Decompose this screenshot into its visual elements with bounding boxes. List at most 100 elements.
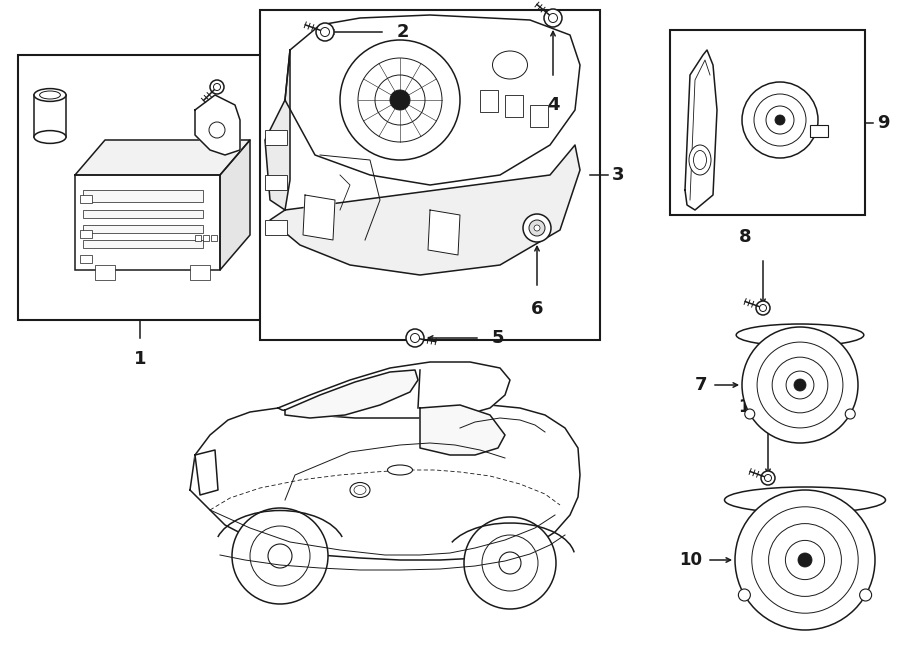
Text: 3: 3 [612,166,625,184]
Ellipse shape [736,324,864,346]
Text: 2: 2 [397,23,410,41]
Polygon shape [190,405,580,560]
Text: 1: 1 [134,350,146,368]
Circle shape [761,471,775,485]
Text: 4: 4 [547,96,559,114]
Polygon shape [195,450,218,495]
Ellipse shape [724,487,886,513]
Ellipse shape [40,91,60,99]
Polygon shape [303,195,335,240]
Text: 7: 7 [695,376,707,394]
Circle shape [742,327,858,443]
Text: 6: 6 [531,300,544,318]
Circle shape [754,94,806,146]
Text: 5: 5 [492,329,505,347]
Bar [75,175,220,270]
Bar [83,240,203,248]
Bar [505,95,523,117]
Circle shape [268,544,292,568]
Bar [83,190,203,202]
Text: 9: 9 [877,114,889,132]
Polygon shape [195,95,240,155]
Bar [34,95,66,137]
Circle shape [375,75,425,125]
Circle shape [860,589,871,601]
Circle shape [406,329,424,347]
Circle shape [250,526,310,586]
Circle shape [482,535,538,591]
Bar [265,220,287,235]
Circle shape [534,225,540,231]
Text: 8: 8 [739,228,752,246]
Ellipse shape [34,131,66,143]
Circle shape [798,553,812,567]
Polygon shape [220,140,250,270]
Bar [80,255,92,263]
Polygon shape [420,405,505,455]
Ellipse shape [354,485,366,494]
Circle shape [410,334,419,342]
Circle shape [752,507,859,613]
Bar [265,130,287,145]
Bar [260,10,600,340]
Bar [95,265,115,280]
Circle shape [340,40,460,160]
Circle shape [738,589,751,601]
Circle shape [766,106,794,134]
Circle shape [769,524,842,596]
Polygon shape [270,145,580,275]
Bar [190,265,210,280]
Bar [670,30,865,215]
Circle shape [529,220,545,236]
Bar [530,105,548,127]
Text: 11: 11 [739,398,761,416]
Bar [211,235,217,241]
Polygon shape [265,50,290,210]
Polygon shape [278,362,510,418]
Bar [810,125,828,137]
Circle shape [756,301,770,315]
Circle shape [213,83,220,91]
Circle shape [464,517,556,609]
Circle shape [845,409,855,419]
Polygon shape [285,370,418,418]
Circle shape [745,409,755,419]
Ellipse shape [694,151,706,169]
Circle shape [764,475,771,481]
Circle shape [794,379,806,391]
Ellipse shape [34,89,66,101]
Bar [80,230,92,238]
Ellipse shape [492,51,527,79]
Circle shape [775,115,785,125]
Ellipse shape [350,483,370,498]
Bar [80,195,92,203]
Circle shape [210,80,224,94]
Polygon shape [428,210,460,255]
Circle shape [209,122,225,138]
Circle shape [544,9,562,27]
Circle shape [523,214,551,242]
Circle shape [499,552,521,574]
Bar [265,175,287,190]
Circle shape [786,371,814,399]
Circle shape [358,58,442,142]
Bar [18,55,263,320]
Bar [83,210,203,218]
Polygon shape [285,15,580,185]
Circle shape [757,342,843,428]
Bar [195,235,201,241]
Circle shape [786,541,824,580]
Ellipse shape [689,145,711,175]
Circle shape [772,357,828,413]
Circle shape [548,13,557,22]
Circle shape [316,23,334,41]
Text: 10: 10 [679,551,702,569]
Polygon shape [685,50,717,210]
Circle shape [320,28,329,36]
Bar [203,235,209,241]
Ellipse shape [388,465,412,475]
Polygon shape [75,140,250,175]
Circle shape [232,508,328,604]
Circle shape [390,90,410,110]
Bar [480,90,498,112]
